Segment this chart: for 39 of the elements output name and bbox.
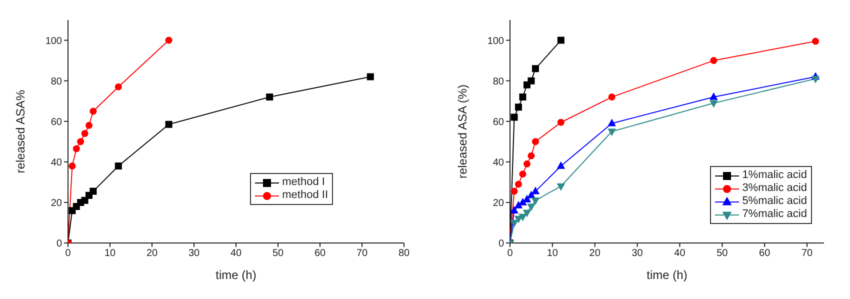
legend-label: 5%malic acid — [742, 195, 807, 208]
x-tick-label: 20 — [589, 248, 601, 260]
x-tick-label: 30 — [632, 248, 644, 260]
y-tick-label: 40 — [492, 157, 504, 168]
y-tick-label: 40 — [50, 157, 62, 168]
x-tick-label: 20 — [146, 248, 158, 260]
x-tick-label: 0 — [507, 248, 514, 260]
y-tick-label: 80 — [492, 76, 504, 88]
x-axis-title: time (h) — [216, 268, 256, 282]
x-tick-label: 40 — [230, 248, 242, 260]
x-tick-label: 70 — [356, 248, 368, 260]
x-tick-label: 50 — [272, 248, 284, 260]
x-tick-label: 0 — [65, 248, 72, 260]
legend-label: 3%malic acid — [742, 182, 807, 195]
y-tick-label: 0 — [498, 238, 504, 250]
legend-label: 1%malic acid — [742, 169, 807, 182]
y-tick-label: 60 — [50, 116, 62, 128]
x-axis-title: time (h) — [646, 268, 688, 282]
y-tick-label: 20 — [492, 198, 504, 210]
y-tick-label: 100 — [487, 36, 504, 47]
x-tick-label: 80 — [398, 248, 410, 260]
x-tick-label: 30 — [188, 248, 200, 260]
legend-label: 7%malic acid — [742, 208, 807, 221]
y-axis-title: released ASA (%) — [455, 84, 470, 179]
y-axis-title: released ASA% — [13, 89, 28, 174]
y-tick-label: 20 — [50, 198, 62, 210]
x-tick-label: 50 — [716, 248, 728, 260]
x-tick-label: 60 — [314, 248, 326, 260]
y-tick-label: 100 — [45, 36, 62, 47]
x-tick-label: 10 — [546, 248, 558, 260]
y-tick-label: 60 — [492, 116, 504, 128]
x-tick-label: 70 — [801, 248, 814, 260]
legend-label: method I — [282, 176, 325, 189]
legend-label: method II — [282, 189, 328, 202]
y-tick-label: 80 — [50, 76, 62, 88]
x-tick-label: 10 — [104, 248, 116, 260]
y-tick-label: 0 — [56, 238, 62, 250]
x-tick-label: 40 — [674, 248, 686, 260]
x-tick-label: 60 — [759, 248, 771, 260]
